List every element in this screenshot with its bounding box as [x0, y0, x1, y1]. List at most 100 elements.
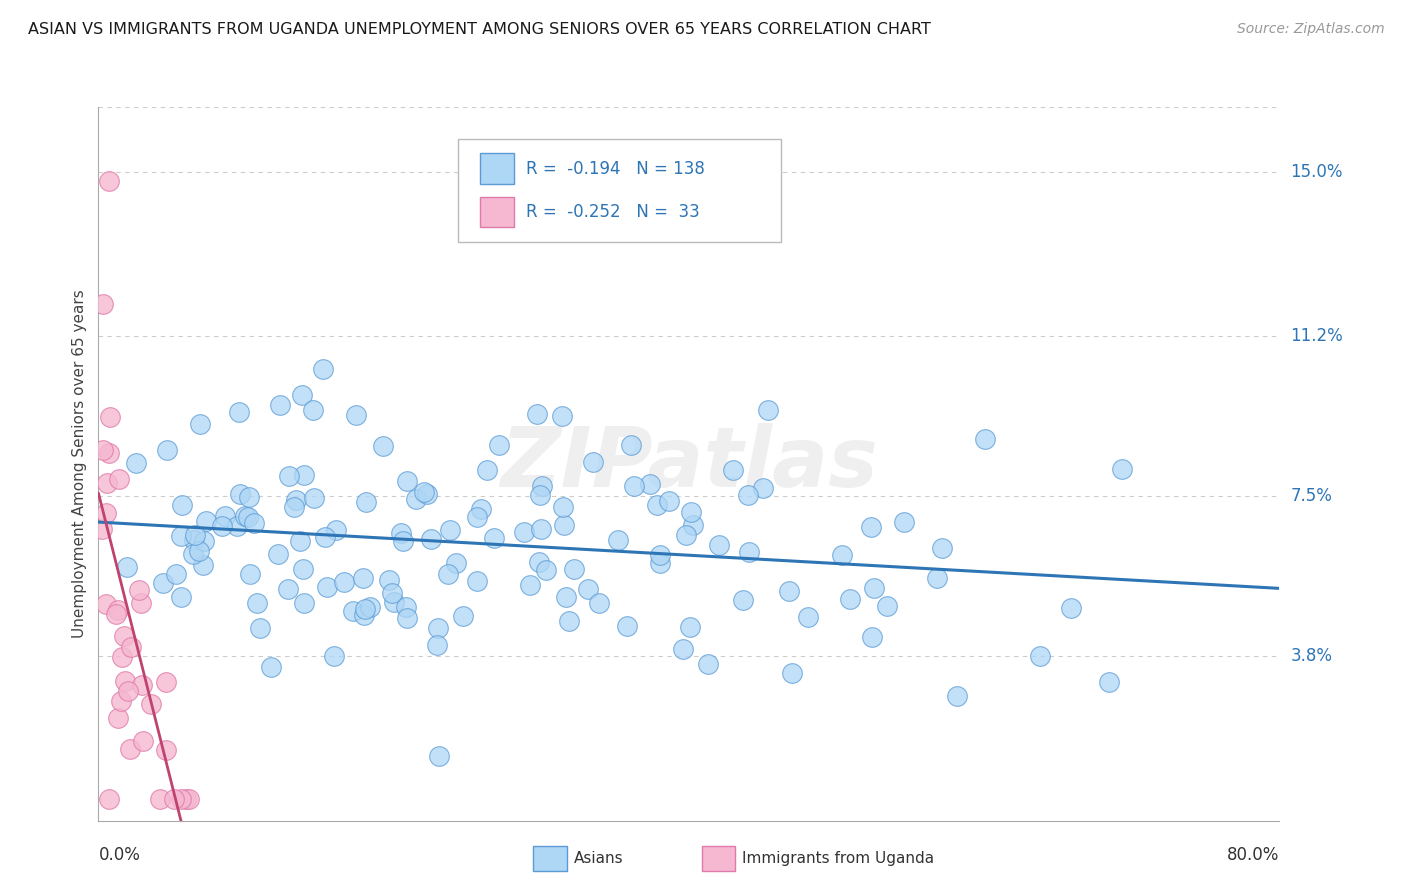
Point	[111, 650, 134, 665]
Point	[420, 532, 443, 546]
Point	[304, 491, 326, 505]
Point	[94, 506, 117, 520]
Point	[530, 522, 553, 536]
Point	[679, 505, 702, 519]
Point	[451, 608, 474, 623]
Point	[155, 443, 177, 458]
Point	[163, 792, 186, 806]
Point	[529, 487, 551, 501]
Point	[342, 604, 364, 618]
Point	[315, 580, 337, 594]
Point	[707, 539, 730, 553]
Point	[187, 544, 209, 558]
Point	[860, 520, 883, 534]
Point	[98, 409, 121, 424]
Point	[946, 689, 969, 703]
Point	[378, 574, 401, 588]
Point	[283, 500, 305, 515]
Point	[193, 558, 215, 573]
Point	[429, 748, 451, 763]
Point	[117, 684, 139, 698]
Point	[194, 514, 217, 528]
Point	[756, 403, 779, 417]
Point	[405, 491, 427, 506]
Point	[314, 530, 336, 544]
Point	[620, 438, 643, 452]
Point	[721, 463, 744, 477]
Point	[260, 660, 283, 674]
Point	[395, 600, 418, 615]
Point	[214, 508, 236, 523]
Point	[436, 566, 458, 581]
Point	[176, 792, 198, 806]
Point	[606, 533, 628, 547]
Point	[91, 522, 114, 536]
Point	[527, 555, 550, 569]
Point	[675, 528, 697, 542]
Point	[672, 642, 695, 657]
Point	[278, 469, 301, 483]
Text: Asians: Asians	[574, 851, 623, 865]
Point	[513, 524, 536, 539]
Point	[616, 619, 638, 633]
Point	[553, 517, 575, 532]
Point	[91, 296, 114, 310]
Point	[170, 590, 193, 604]
Point	[193, 534, 215, 549]
Point	[751, 481, 773, 495]
Point	[243, 516, 266, 531]
Y-axis label: Unemployment Among Seniors over 65 years: Unemployment Among Seniors over 65 years	[72, 290, 87, 638]
Point	[623, 479, 645, 493]
Point	[277, 582, 299, 597]
Point	[531, 479, 554, 493]
Point	[581, 455, 603, 469]
Point	[925, 571, 948, 585]
Point	[381, 586, 404, 600]
Point	[467, 574, 489, 589]
Point	[1111, 461, 1133, 475]
Text: R =  -0.252   N =  33: R = -0.252 N = 33	[526, 203, 700, 221]
Point	[285, 492, 308, 507]
Point	[181, 547, 204, 561]
Point	[373, 439, 395, 453]
Point	[391, 526, 413, 541]
Point	[292, 468, 315, 483]
Text: 15.0%: 15.0%	[1291, 163, 1343, 181]
Point	[876, 599, 898, 614]
Point	[226, 518, 249, 533]
Point	[426, 638, 449, 652]
Point	[658, 494, 681, 508]
Point	[115, 559, 138, 574]
Point	[333, 575, 356, 590]
Point	[831, 549, 853, 563]
Point	[588, 596, 610, 610]
Point	[738, 545, 761, 559]
Point	[177, 792, 200, 806]
Point	[426, 621, 449, 635]
Point	[233, 508, 256, 523]
Point	[125, 456, 148, 470]
Point	[98, 446, 121, 460]
Point	[416, 487, 439, 501]
Text: ZIPatlas: ZIPatlas	[501, 424, 877, 504]
Point	[155, 674, 177, 689]
Point	[576, 582, 599, 597]
Point	[91, 442, 114, 457]
Point	[239, 566, 262, 581]
Point	[105, 607, 128, 621]
Point	[312, 362, 335, 376]
Point	[108, 472, 131, 486]
Point	[107, 602, 129, 616]
Text: 80.0%: 80.0%	[1227, 846, 1279, 863]
Point	[246, 596, 269, 610]
Point	[534, 563, 557, 577]
Point	[165, 567, 187, 582]
Point	[392, 534, 415, 549]
Point	[382, 595, 405, 609]
Point	[132, 734, 155, 748]
Point	[183, 528, 205, 542]
Point	[439, 523, 461, 537]
Point	[149, 792, 172, 806]
Text: 0.0%: 0.0%	[98, 846, 141, 863]
Point	[325, 523, 347, 537]
